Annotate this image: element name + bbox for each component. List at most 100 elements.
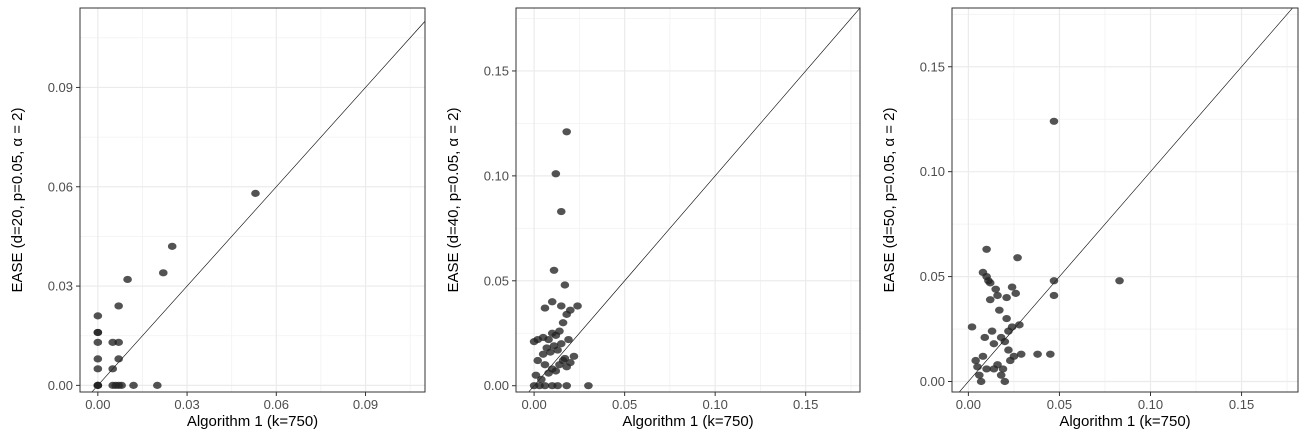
data-point xyxy=(973,363,982,371)
x-tick-label: 0.10 xyxy=(703,397,728,412)
data-point xyxy=(1011,289,1021,297)
scatter-plot-3: 0.00 0.05 0.10 0.15 0.00 0.05 0.10 0.15 Algorith… xyxy=(881,7,1299,430)
data-point xyxy=(1000,338,1010,346)
data-point xyxy=(1049,291,1059,300)
grid xyxy=(516,8,860,392)
panel-border xyxy=(79,7,426,393)
data-point xyxy=(993,291,1002,300)
data-point xyxy=(531,371,541,379)
data-point xyxy=(553,382,562,390)
data-point xyxy=(560,281,570,289)
x-tick-label: 0.15 xyxy=(1229,397,1254,412)
data-point xyxy=(1007,323,1017,331)
data-point xyxy=(1002,314,1011,323)
data-point xyxy=(549,266,559,274)
data-point xyxy=(544,335,553,344)
data-point xyxy=(1015,321,1024,329)
y-tick-label: 0.15 xyxy=(484,63,509,78)
data-point xyxy=(93,355,103,363)
data-point xyxy=(114,302,123,310)
y-tick-label: 0.05 xyxy=(920,269,945,284)
plot-background xyxy=(516,8,860,392)
data-point xyxy=(978,352,988,360)
data-point xyxy=(153,381,162,389)
data-point xyxy=(569,352,579,360)
plot-background xyxy=(952,8,1298,392)
data-point xyxy=(556,207,566,216)
data-point xyxy=(564,335,573,344)
y-tick-label: 0.10 xyxy=(484,168,509,183)
points xyxy=(529,128,593,390)
scatter-panel-2: 0.00 0.05 0.10 0.15 0.00 0.05 0.10 0.15 Algorith… xyxy=(436,0,872,436)
x-tick-label: 0.00 xyxy=(85,397,110,412)
data-point xyxy=(540,304,550,312)
data-point xyxy=(1115,277,1124,285)
x-axis-title: Algorithm 1 (k=750) xyxy=(1059,413,1190,430)
data-point xyxy=(1033,350,1042,358)
data-point xyxy=(562,382,571,390)
data-point xyxy=(987,327,997,335)
y-axis-title: EASE (d=40, p=0.05, α = 2) xyxy=(445,107,462,292)
data-point xyxy=(1049,117,1059,125)
x-tick-label: 0.15 xyxy=(793,397,818,412)
data-point xyxy=(982,365,991,373)
y-tick-label: 0.03 xyxy=(48,279,73,294)
data-point xyxy=(584,382,593,390)
data-point xyxy=(123,275,132,284)
data-point xyxy=(1002,293,1011,302)
data-point xyxy=(551,367,561,375)
y-tick-label: 0.00 xyxy=(920,374,945,389)
y-tick-label: 0.00 xyxy=(484,378,509,393)
data-point xyxy=(971,356,980,365)
data-point xyxy=(562,128,571,136)
data-point xyxy=(998,365,1008,373)
panel-border xyxy=(515,7,861,393)
data-point xyxy=(985,279,995,287)
data-point xyxy=(540,361,550,369)
data-point xyxy=(129,381,138,389)
data-point xyxy=(93,365,103,373)
data-point xyxy=(995,306,1004,314)
grid xyxy=(80,8,425,392)
data-point xyxy=(976,377,986,386)
data-point xyxy=(251,189,260,197)
data-point xyxy=(167,242,177,250)
data-point xyxy=(556,340,566,348)
data-point xyxy=(114,355,123,363)
x-axis-title: Algorithm 1 (k=750) xyxy=(187,413,318,430)
scatter-panel-3: 0.00 0.05 0.10 0.15 0.00 0.05 0.10 0.15 Algorith… xyxy=(872,0,1308,436)
x-tick-label: 0.00 xyxy=(956,397,981,412)
data-point xyxy=(982,245,991,253)
data-point xyxy=(566,359,575,367)
data-point xyxy=(1007,283,1017,291)
data-point xyxy=(975,371,984,379)
data-point xyxy=(993,361,1002,369)
data-point xyxy=(560,354,570,363)
x-tick-label: 0.00 xyxy=(521,397,546,412)
data-point xyxy=(114,338,123,346)
x-tick-label: 0.05 xyxy=(1047,397,1072,412)
y-axis-title: EASE (d=50, p=0.05, α = 2) xyxy=(881,107,898,292)
data-point xyxy=(538,350,548,358)
data-point xyxy=(93,381,103,389)
y-tick-label: 0.09 xyxy=(48,80,73,95)
x-tick-label: 0.03 xyxy=(174,397,199,412)
x-axis-title: Algorithm 1 (k=750) xyxy=(622,413,753,430)
data-point xyxy=(555,327,564,335)
data-point xyxy=(108,365,118,373)
data-point xyxy=(1046,350,1055,358)
grid xyxy=(952,8,1298,392)
scatter-plot-1: 0.00 0.03 0.06 0.09 0.00 0.03 0.06 0.09 Algorith… xyxy=(9,7,426,430)
data-point xyxy=(1013,254,1022,262)
y-tick-label: 0.10 xyxy=(920,164,945,179)
scatter-panel-1: 0.00 0.03 0.06 0.09 0.00 0.03 0.06 0.09 Algorith… xyxy=(0,0,436,436)
data-point xyxy=(158,269,168,277)
y-tick-label: 0.15 xyxy=(920,59,945,74)
data-point xyxy=(540,382,550,390)
y-tick-label: 0.00 xyxy=(48,378,73,393)
data-point xyxy=(556,302,566,310)
data-point xyxy=(1016,350,1026,358)
data-point xyxy=(558,319,568,327)
data-point xyxy=(93,338,103,346)
